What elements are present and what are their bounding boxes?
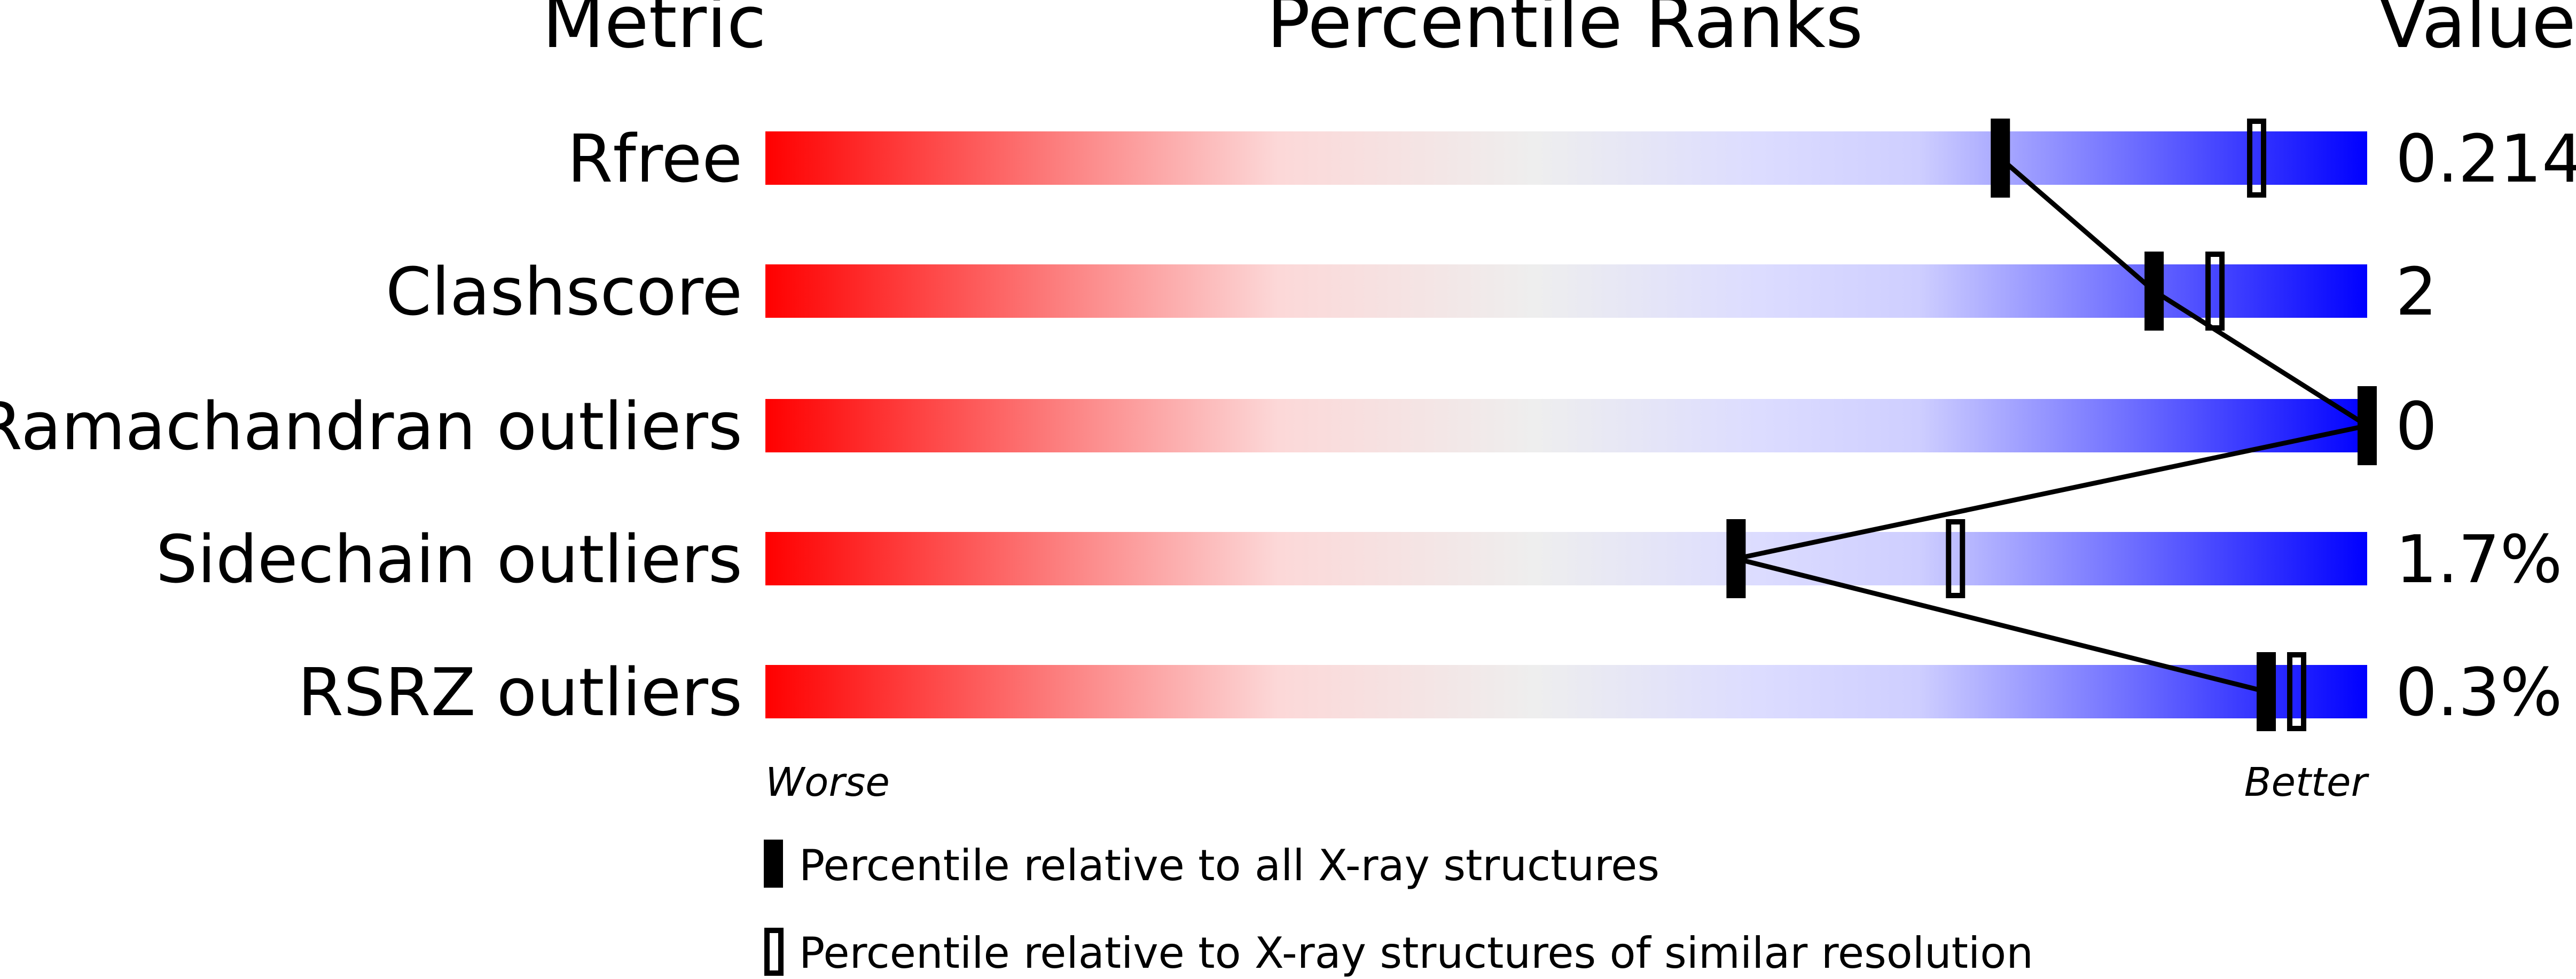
marker-all-structures [2257,652,2276,731]
header-value: Value [2378,0,2576,64]
header-metric: Metric [542,0,766,64]
percentile-bar [765,264,2367,318]
marker-all-structures [1726,519,1746,598]
marker-similar-resolution [2287,652,2307,731]
percentile-bar [765,399,2367,452]
header-percentile: Percentile Ranks [1267,0,1864,64]
metric-value: 1.7% [2395,522,2563,598]
metric-value: 0 [2395,389,2437,465]
metric-label: Ramachandran outliers [0,389,742,465]
better-label: Better [2244,759,2370,805]
marker-similar-resolution [1946,519,1966,598]
legend-filled-marker-icon [764,840,783,888]
percentile-bar [765,665,2367,718]
metric-value: 0.3% [2395,655,2563,731]
metric-value: 2 [2395,254,2437,331]
marker-all-structures [2144,252,2164,331]
percentile-bar [765,131,2367,185]
metric-label: RSRZ outliers [298,655,742,731]
percentile-bar [765,532,2367,585]
marker-all-structures [1991,119,2010,198]
legend-similar: Percentile relative to X-ray structures … [799,928,2033,978]
marker-similar-resolution [2247,119,2267,198]
worse-label: Worse [765,759,890,805]
legend-all: Percentile relative to all X-ray structu… [799,841,1659,890]
metric-label: Sidechain outliers [156,522,742,598]
metric-value: 0.214 [2395,121,2576,198]
metric-label: Rfree [567,121,742,198]
legend-hollow-marker-icon [764,928,784,976]
marker-all-structures [2358,386,2377,465]
metric-label: Clashscore [386,254,742,331]
